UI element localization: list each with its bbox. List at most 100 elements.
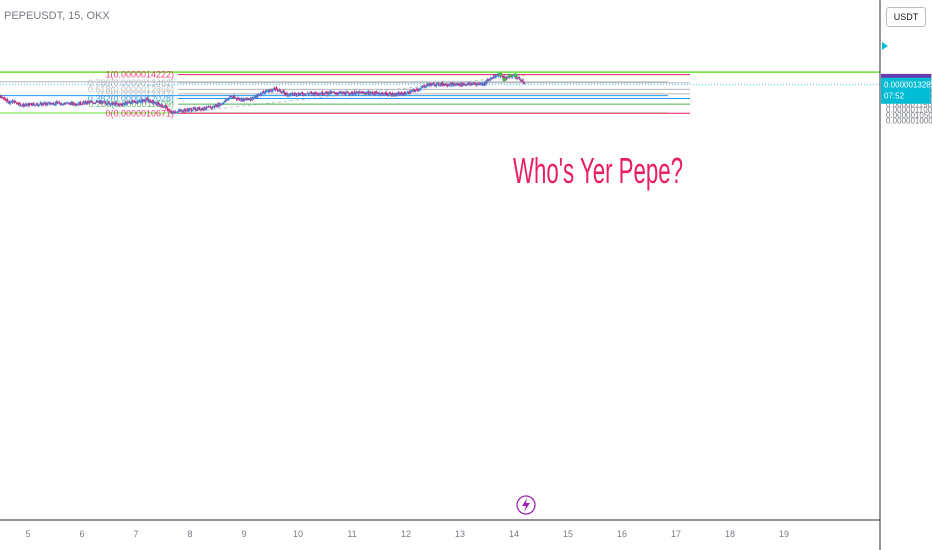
- candle-body: [133, 100, 135, 102]
- candle-body: [376, 91, 378, 93]
- candle-body: [348, 93, 350, 95]
- candle-body: [317, 92, 319, 95]
- lightning-icon-bolt: [522, 498, 530, 512]
- candle-body: [186, 109, 189, 111]
- candle-body: [401, 92, 403, 94]
- candle-body: [445, 83, 447, 86]
- candle-body: [17, 102, 19, 105]
- candle-body: [31, 103, 33, 106]
- candle-body: [512, 75, 514, 77]
- candle-body: [308, 93, 311, 95]
- candle-body: [290, 93, 292, 96]
- candle-body: [378, 93, 380, 95]
- candle-body: [95, 102, 97, 104]
- candle-body: [239, 98, 241, 101]
- candle-body: [153, 101, 155, 104]
- candle-body: [59, 102, 61, 105]
- candle-body: [382, 93, 384, 95]
- candle-body: [392, 95, 394, 97]
- time-tick-label: 9: [241, 529, 246, 539]
- candle-body: [438, 85, 440, 87]
- candle-body: [181, 109, 183, 112]
- candle-body: [292, 94, 294, 96]
- candle-body: [493, 76, 496, 78]
- candle-body: [397, 92, 399, 95]
- candle-body: [83, 102, 86, 105]
- candle-body: [172, 112, 174, 114]
- candle-body: [212, 106, 214, 108]
- candle-body: [97, 101, 99, 103]
- candle-body: [173, 111, 175, 113]
- candle-body: [128, 101, 131, 103]
- candle-body: [370, 92, 372, 94]
- candle-body: [260, 93, 262, 95]
- candle-body: [272, 89, 274, 92]
- time-tick-label: 15: [563, 529, 573, 539]
- candle-body: [455, 83, 457, 86]
- candle-body: [192, 107, 194, 111]
- candle-body: [110, 103, 112, 105]
- candle-body: [426, 83, 429, 86]
- candle-body: [15, 102, 18, 104]
- candle-body: [33, 103, 35, 105]
- candle-body: [281, 91, 284, 93]
- candle-body: [271, 90, 273, 92]
- candle-body: [334, 92, 336, 94]
- candle-body: [69, 102, 71, 104]
- candle-body: [340, 91, 342, 94]
- candle-body: [399, 93, 401, 95]
- candle-body: [195, 110, 198, 112]
- candle-body: [370, 93, 372, 94]
- candle-body: [153, 103, 155, 104]
- candle-body: [80, 101, 82, 105]
- candle-body: [511, 75, 514, 78]
- candle-body: [503, 76, 505, 79]
- candle-body: [354, 94, 357, 96]
- candle-body: [137, 102, 139, 104]
- candle-body: [54, 104, 56, 106]
- candle-body: [35, 104, 37, 106]
- candle-body: [7, 100, 9, 103]
- candle-body: [507, 77, 509, 79]
- candle-body: [501, 75, 503, 78]
- candle-body: [324, 92, 326, 95]
- time-tick-label: 10: [293, 529, 303, 539]
- candle-body: [280, 91, 282, 93]
- candle-body: [163, 106, 165, 108]
- candle-body: [449, 83, 451, 86]
- candle-body: [351, 92, 353, 95]
- candle-body: [47, 102, 49, 105]
- candle-body: [299, 93, 301, 96]
- candle-body: [5, 100, 7, 102]
- candle-body: [94, 102, 96, 104]
- currency-button[interactable]: USDT: [886, 7, 926, 27]
- candle-body: [144, 101, 146, 103]
- candle-body: [519, 79, 521, 81]
- candle-body: [234, 97, 236, 99]
- candle-body: [216, 105, 218, 107]
- candle-body: [26, 103, 28, 106]
- candle-body: [74, 103, 76, 105]
- candle-body: [134, 101, 136, 103]
- time-tick-label: 7: [133, 529, 138, 539]
- candle-body: [288, 93, 290, 96]
- candle-body: [337, 93, 339, 95]
- candle-body: [178, 109, 181, 111]
- signal-marker-icon: [498, 72, 503, 77]
- candle-body: [205, 106, 208, 109]
- candle-body: [372, 92, 374, 94]
- time-tick-label: 13: [455, 529, 465, 539]
- candle-body: [35, 103, 37, 105]
- candle-body: [2, 97, 4, 99]
- candle-body: [516, 76, 518, 79]
- candle-body: [108, 101, 110, 103]
- candle-body: [14, 100, 16, 102]
- candle-body: [94, 103, 96, 104]
- candle-body: [20, 104, 22, 106]
- candle-body: [412, 89, 415, 92]
- candle-body: [185, 110, 187, 112]
- candle-body: [191, 110, 194, 112]
- candle-body: [482, 83, 484, 85]
- candle-body: [190, 108, 192, 112]
